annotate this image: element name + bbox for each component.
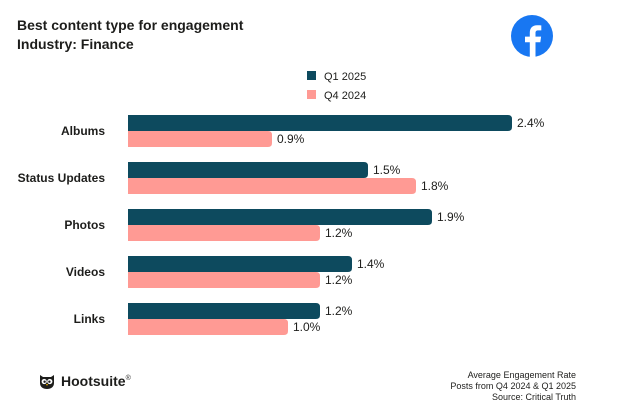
- facebook-icon: [511, 15, 553, 57]
- bar-q4-2024-links: [128, 319, 288, 335]
- brand-name: Hootsuite: [61, 373, 126, 389]
- value-label-q4-2024-links: 1.0%: [293, 320, 321, 334]
- bar-q4-2024-videos: [128, 272, 320, 288]
- value-label-q4-2024-videos: 1.2%: [325, 273, 353, 287]
- bar-q1-2025-links: [128, 303, 320, 319]
- bar-q1-2025-albums: [128, 115, 512, 131]
- category-label-videos: Videos: [66, 265, 105, 279]
- legend-label-q1-2025: Q1 2025: [324, 71, 366, 83]
- value-label-q4-2024-photos: 1.2%: [325, 226, 353, 240]
- bar-q1-2025-status-updates: [128, 162, 368, 178]
- legend-swatch-q4-2024: [307, 90, 316, 99]
- category-label-photos: Photos: [64, 218, 105, 232]
- chart-footer: Average Engagement Rate Posts from Q4 20…: [450, 370, 576, 403]
- value-label-q1-2025-videos: 1.4%: [357, 257, 385, 271]
- chart-title: Best content type for engagement: [17, 17, 244, 33]
- value-label-q1-2025-photos: 1.9%: [437, 210, 465, 224]
- bar-q4-2024-albums: [128, 131, 272, 147]
- bar-q1-2025-photos: [128, 209, 432, 225]
- category-label-albums: Albums: [61, 124, 105, 138]
- legend-label-q4-2024: Q4 2024: [324, 90, 366, 102]
- value-label-q1-2025-albums: 2.4%: [517, 116, 545, 130]
- bar-q4-2024-photos: [128, 225, 320, 241]
- bar-q1-2025-videos: [128, 256, 352, 272]
- registered-mark: ®: [125, 375, 131, 382]
- value-label-q4-2024-status-updates: 1.8%: [421, 179, 449, 193]
- category-label-links: Links: [74, 312, 106, 326]
- category-label-status-updates: Status Updates: [18, 171, 106, 185]
- value-label-q1-2025-status-updates: 1.5%: [373, 163, 401, 177]
- bar-q4-2024-status-updates: [128, 178, 416, 194]
- value-label-q1-2025-links: 1.2%: [325, 304, 353, 318]
- legend-swatch-q1-2025: [307, 71, 316, 80]
- owl-icon: [40, 375, 54, 389]
- chart-subtitle: Industry: Finance: [17, 36, 134, 52]
- footer-source: Source: Critical Truth: [491, 392, 576, 402]
- value-label-q4-2024-albums: 0.9%: [277, 132, 305, 146]
- footer-period: Posts from Q4 2024 & Q1 2025: [450, 381, 576, 391]
- hootsuite-brand: Hootsuite ®: [38, 371, 131, 391]
- footer-metric: Average Engagement Rate: [467, 370, 576, 380]
